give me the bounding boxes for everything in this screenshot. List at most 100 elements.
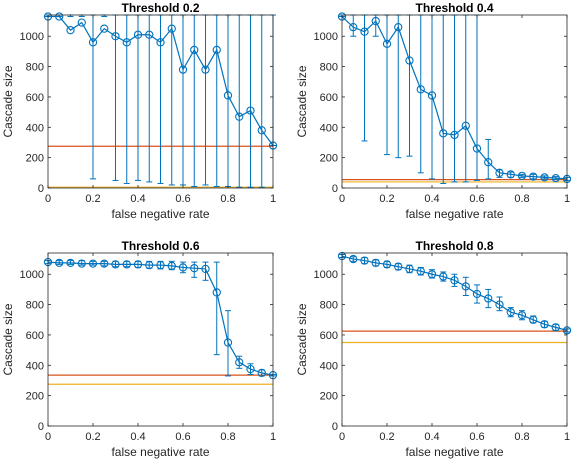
y-tick-label: 1000	[20, 269, 44, 281]
y-tick-label: 400	[26, 360, 44, 372]
chart-panel-4: 0 0.2 0.4 0.6 0.8 1 0 200 400 600 800 1000 Threshold…	[295, 239, 572, 459]
data-point	[427, 270, 437, 279]
data-point	[495, 300, 504, 309]
y-axis-label: Cascade size	[1, 303, 15, 375]
data-point	[360, 27, 369, 36]
data-point	[246, 106, 255, 115]
data-point	[66, 258, 75, 268]
chart-title: Threshold 0.8	[415, 239, 493, 253]
data-point	[394, 22, 403, 32]
data-point	[178, 263, 188, 272]
x-tick-label: 0.8	[220, 431, 235, 443]
data-point	[371, 258, 380, 268]
data-point	[190, 264, 199, 273]
x-tick-label: 0.4	[424, 193, 439, 205]
x-tick-label: 0.4	[130, 193, 145, 205]
axes-box	[47, 252, 274, 427]
data-point	[472, 289, 482, 299]
data-point	[551, 323, 560, 332]
data-point	[517, 171, 527, 181]
data-point	[382, 39, 392, 48]
data-point	[212, 288, 221, 297]
data-point	[484, 158, 493, 167]
data-point	[257, 126, 266, 135]
x-tick-label: 0.4	[424, 431, 439, 443]
x-axis-label: false negative rate	[111, 445, 209, 459]
x-tick-label: 1	[270, 193, 276, 205]
data-point	[122, 260, 131, 269]
x-axis-label: false negative rate	[405, 445, 503, 459]
data-point	[201, 65, 210, 74]
data-point	[427, 91, 437, 100]
data-point	[100, 259, 109, 268]
data-point	[382, 260, 392, 269]
y-tick-label: 600	[26, 92, 44, 104]
data-point	[190, 45, 199, 55]
y-tick-label: 0	[332, 183, 338, 195]
data-point	[111, 260, 120, 269]
data-point	[223, 91, 233, 100]
y-axis-label: Cascade size	[295, 65, 309, 137]
x-tick-label: 0	[339, 431, 345, 443]
data-point	[371, 16, 380, 26]
data-point	[156, 38, 165, 47]
x-tick-label: 1	[564, 193, 570, 205]
data-point	[235, 112, 244, 121]
data-point	[167, 261, 176, 271]
data-point	[484, 294, 493, 303]
data-point	[223, 338, 233, 347]
data-point	[133, 260, 143, 269]
x-tick-label: 0.2	[85, 193, 100, 205]
data-point	[349, 254, 358, 264]
x-axis-label: false negative rate	[405, 207, 503, 221]
data-point	[212, 45, 221, 55]
data-point	[461, 282, 470, 291]
x-tick-label: 0.2	[379, 193, 394, 205]
chart-title: Threshold 0.6	[121, 239, 199, 253]
y-tick-label: 800	[320, 62, 338, 74]
data-point	[235, 358, 244, 367]
chart-panel-3: 0 0.2 0.4 0.6 0.8 1 0 200 400 600 800 1000 Threshold…	[1, 239, 278, 459]
data-point	[450, 276, 459, 285]
x-tick-label: 1	[564, 431, 570, 443]
data-point	[405, 264, 414, 274]
y-tick-label: 0	[38, 183, 44, 195]
data-point	[461, 121, 470, 130]
data-point	[88, 38, 98, 47]
data-point	[88, 259, 98, 268]
data-point	[111, 32, 120, 41]
y-tick-label: 1000	[314, 269, 338, 281]
data-point	[167, 24, 176, 33]
data-point	[360, 256, 369, 265]
y-tick-label: 0	[332, 421, 338, 433]
x-tick-label: 0.2	[85, 431, 100, 443]
y-tick-label: 0	[38, 421, 44, 433]
data-point	[122, 38, 131, 47]
x-tick-label: 0.8	[514, 193, 529, 205]
data-point	[506, 308, 515, 317]
x-tick-label: 1	[270, 431, 276, 443]
data-point	[540, 320, 549, 329]
data-point	[77, 18, 86, 27]
y-tick-label: 200	[320, 391, 338, 403]
data-point	[529, 172, 538, 181]
chart-panel-1: 0 0.2 0.4 0.6 0.8 1 0 200 400 600 800 1000 Threshold…	[1, 1, 278, 221]
data-point	[100, 24, 109, 33]
data-point	[77, 259, 86, 268]
data-point	[349, 22, 358, 32]
y-tick-label: 400	[320, 360, 338, 372]
chart-title: Threshold 0.4	[415, 1, 493, 15]
y-tick-label: 400	[26, 122, 44, 134]
data-point	[178, 65, 188, 74]
x-tick-label: 0.4	[130, 431, 145, 443]
data-point	[55, 12, 64, 21]
y-tick-label: 400	[320, 122, 338, 134]
chart-title: Threshold 0.2	[121, 1, 199, 15]
y-tick-label: 800	[320, 300, 338, 312]
data-point	[439, 129, 448, 138]
data-point	[495, 168, 504, 177]
data-point	[145, 30, 154, 39]
y-axis-label: Cascade size	[1, 65, 15, 137]
y-tick-label: 200	[320, 153, 338, 165]
